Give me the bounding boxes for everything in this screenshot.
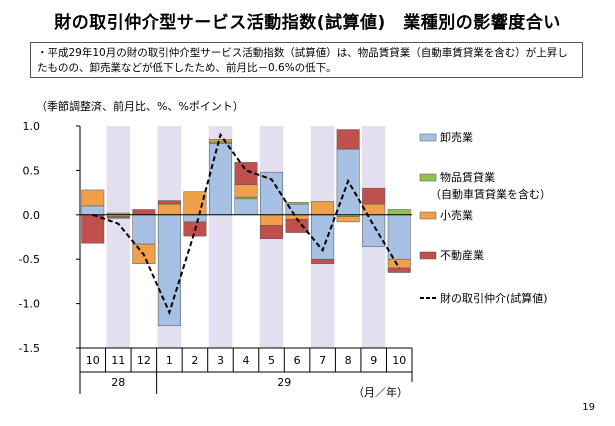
x-tick-label: 4 [243, 354, 250, 367]
bar-segment [157, 200, 181, 205]
y-tick-label: 0.5 [23, 164, 41, 177]
bar-segment [157, 214, 181, 327]
bar-segment [285, 218, 309, 233]
page-title: 財の取引仲介型サービス活動指数(試算値) 業種別の影響度合い [54, 13, 561, 33]
x-tick-label: 10 [86, 354, 100, 367]
legend-label: 小売業 [440, 209, 473, 222]
x-tick-label: 1 [166, 354, 173, 367]
bar-segment [260, 225, 284, 240]
x-tick-label: 3 [217, 354, 224, 367]
bar-segment [157, 203, 181, 216]
x-tick-label: 2 [191, 354, 198, 367]
shaded-column [106, 126, 131, 348]
legend-swatch [419, 173, 437, 182]
bar-segment [336, 129, 360, 150]
summary-text: ・平成29年10月の財の取引仲介型サービス活動指数（試算値）は、物品賃貸業（自動… [37, 47, 568, 74]
legend-swatch [419, 211, 437, 220]
y-tick-label: 0.0 [23, 209, 41, 222]
page-number: 19 [582, 402, 595, 413]
x-tick-label: 12 [137, 354, 151, 367]
bar-segment [387, 209, 411, 216]
legend-swatch [419, 133, 437, 142]
bar-segment [106, 216, 130, 219]
x-tick-label: 8 [345, 354, 352, 367]
summary-box: ・平成29年10月の財の取引仲介型サービス活動指数（試算値）は、物品賃貸業（自動… [30, 42, 583, 78]
y-tick-label: 1.0 [23, 120, 41, 133]
bar-segment [387, 267, 411, 273]
y-tick-label: -1.5 [19, 342, 40, 355]
bar-segment [285, 202, 309, 205]
x-tick-label: 7 [319, 354, 326, 367]
legend-label: 物品賃貸業 [440, 170, 495, 184]
year-label: 28 [111, 376, 125, 389]
x-tick-label: 10 [392, 354, 406, 367]
legend-label: 卸売業 [440, 130, 473, 144]
bar-segment [208, 141, 232, 145]
x-tick-label: 6 [294, 354, 301, 367]
bar-segment [260, 214, 284, 226]
legend-label: （自動車賃貸業を含む） [430, 187, 551, 201]
bar-segment [81, 214, 105, 244]
legend-label: 財の取引仲介(試算値) [440, 291, 548, 305]
x-tick-label: 5 [268, 354, 275, 367]
bar-segment [362, 214, 386, 248]
year-label: 29 [277, 376, 291, 389]
bar-segment [387, 258, 411, 269]
bar-segment [234, 198, 258, 216]
bar-segment [311, 258, 335, 264]
bar-segment [311, 214, 335, 260]
x-tick-label: 9 [370, 354, 377, 367]
bar-segment [234, 196, 258, 200]
bar-segment [132, 214, 156, 245]
bar-segment [183, 214, 207, 223]
bar-segment [311, 201, 335, 216]
bar-segment [208, 143, 232, 216]
legend-label: 不動産業 [440, 248, 484, 262]
line-series [92, 132, 401, 316]
y-tick-label: -0.5 [19, 253, 40, 266]
bar-segment [336, 216, 360, 223]
bar-segment [362, 187, 386, 205]
bar-segment [81, 189, 105, 207]
y-tick-label: -1.0 [19, 298, 40, 311]
bar-segment [234, 162, 258, 185]
bar-segment [234, 184, 258, 198]
unit-note: （季節調整済、前月比、%、%ポイント） [36, 100, 244, 113]
bar-segment [208, 139, 232, 143]
legend-swatch [419, 251, 437, 260]
bar-segment [387, 214, 411, 260]
bar-segment [81, 205, 105, 216]
bar-segment [132, 209, 156, 216]
x-tick-label: 11 [111, 354, 125, 367]
x-unit-label: （月／年） [353, 385, 408, 399]
